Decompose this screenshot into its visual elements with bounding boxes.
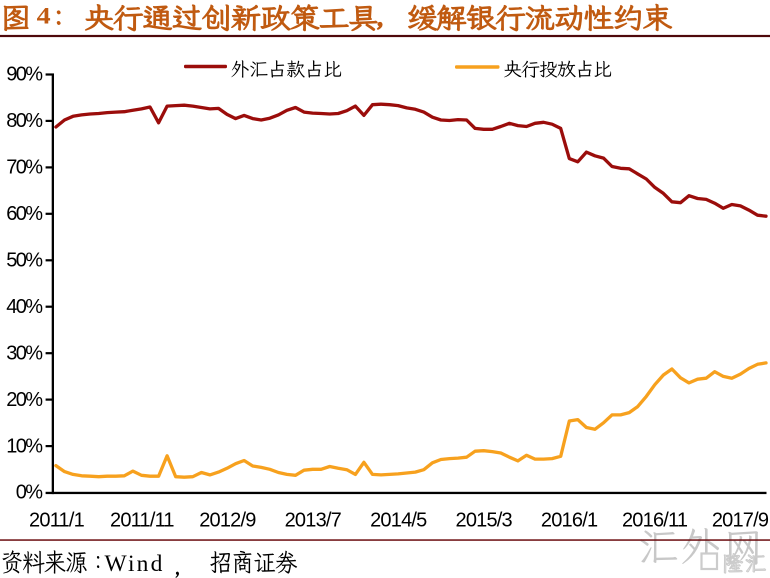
svg-text:2013/7: 2013/7 <box>285 510 342 532</box>
svg-text:2012/9: 2012/9 <box>199 510 256 532</box>
svg-text:2015/3: 2015/3 <box>456 510 513 532</box>
svg-text:2014/5: 2014/5 <box>370 510 427 532</box>
svg-text:60%: 60% <box>6 203 43 225</box>
svg-text:30%: 30% <box>6 342 43 364</box>
svg-text:90%: 90% <box>6 64 43 86</box>
svg-text:10%: 10% <box>6 435 43 457</box>
svg-text:50%: 50% <box>6 250 43 272</box>
svg-text:2011/11: 2011/11 <box>110 510 174 532</box>
svg-text:2016/11: 2016/11 <box>622 510 688 532</box>
svg-text:2017/9: 2017/9 <box>712 510 769 532</box>
svg-text:20%: 20% <box>6 389 43 411</box>
svg-text:2016/1: 2016/1 <box>541 510 598 532</box>
svg-text:80%: 80% <box>6 110 43 132</box>
svg-text:40%: 40% <box>6 296 43 318</box>
svg-text:4: 4 <box>37 3 51 30</box>
svg-text:2011/1: 2011/1 <box>29 510 85 532</box>
svg-text:70%: 70% <box>6 157 43 179</box>
svg-text:Wind: Wind <box>105 551 165 577</box>
svg-text:0%: 0% <box>16 482 44 504</box>
